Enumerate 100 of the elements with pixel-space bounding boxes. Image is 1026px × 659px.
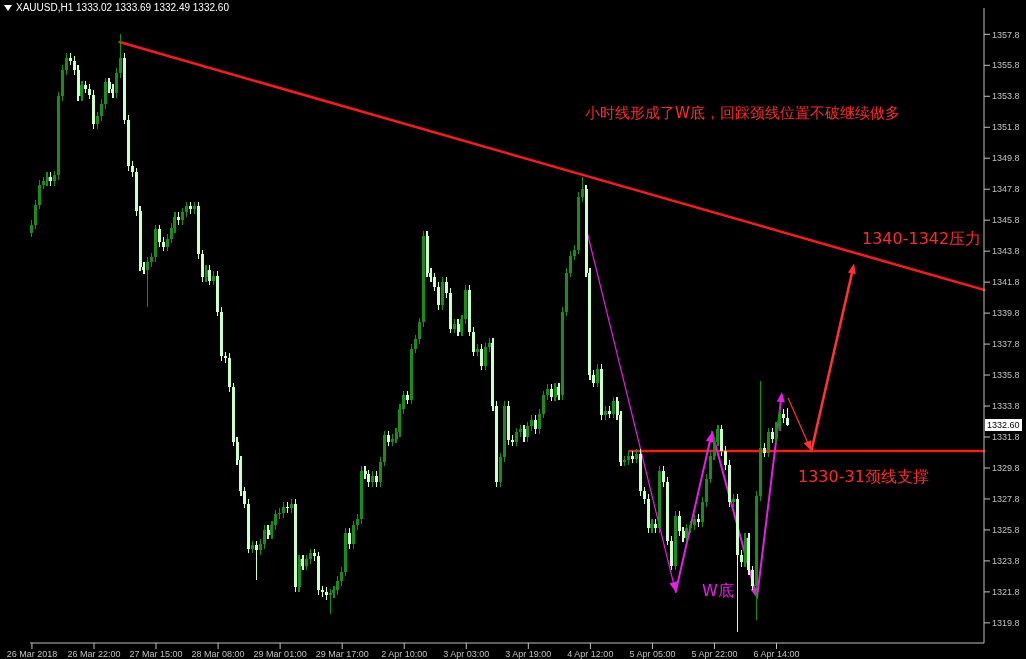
candlestick [115,67,119,99]
candlestick [456,318,460,337]
candlestick [177,211,181,226]
candlestick [518,424,522,438]
candlestick [328,588,332,615]
y-tick-label: 1329.8 [992,463,1020,474]
candlestick [611,396,615,420]
candlestick [685,523,689,543]
y-tick-label: 1339.8 [992,308,1020,319]
y-tick-label: 1353.8 [992,91,1020,102]
candlestick [262,524,266,550]
candlestick [204,264,208,283]
candlestick [348,527,351,550]
candlestick [61,64,65,102]
x-tick-label: 2 Apr 10:00 [381,649,428,659]
candlestick [766,427,770,458]
candlestick [534,414,538,435]
x-tick-label: 5 Apr 05:00 [629,649,676,659]
candlestick [433,272,437,293]
y-tick-label: 1323.8 [992,556,1020,567]
candlestick [146,256,150,308]
candlestick [417,317,421,345]
candlestick [662,465,666,488]
candlestick [596,363,600,389]
candlestick [30,219,33,238]
y-tick-label: 1331.8 [992,432,1020,443]
candlestick [786,407,790,427]
x-tick-label: 6 Apr 14:00 [753,649,800,659]
candlestick [700,496,704,528]
y-tick-label: 1325.8 [992,525,1020,536]
candlestick [720,424,724,457]
y-tick-label: 1347.8 [992,184,1020,195]
candlestick [704,473,708,508]
candlestick [557,382,561,401]
candlestick [514,427,518,447]
candlestick [99,98,103,122]
y-tick-label: 1355.8 [992,60,1020,71]
candlestick [189,201,192,215]
x-tick-label: 3 Apr 03:00 [443,649,490,659]
candlestick [351,520,355,550]
y-tick-label: 1333.8 [992,401,1020,412]
candlestick [475,343,479,358]
candlestick [254,540,258,581]
candlestick [266,524,270,540]
y-tick-label: 1345.8 [992,215,1020,226]
candlestick [208,264,212,286]
y-tick-label: 1351.8 [992,122,1020,133]
annotation: 小时线形成了W底，回踩颈线位置不破继续做多 [585,104,900,123]
candlestick [413,334,417,354]
x-tick-label: 3 Apr 19:00 [505,649,552,659]
x-tick-label: 29 Mar 01:00 [253,649,307,659]
annotation: 1332.60 [985,418,1022,431]
candlestick [724,445,728,471]
y-tick-label: 1341.8 [992,277,1020,288]
candlestick [379,456,383,488]
annotation: W底 [702,581,734,602]
candlestick [437,281,441,311]
candlestick [580,176,584,203]
y-tick-label: 1337.8 [992,339,1020,350]
candlestick [483,341,487,372]
x-tick-label: 26 Mar 2018 [6,649,58,659]
x-tick-label: 27 Mar 15:00 [129,649,183,659]
y-tick-label: 1327.8 [992,494,1020,505]
candlestick [569,250,573,279]
candlestick [526,420,530,443]
candlestick [697,513,701,528]
candlestick [80,80,84,102]
candlestick [33,199,37,231]
y-tick-label: 1349.8 [992,153,1020,164]
candlestick [666,476,669,547]
candlestick [37,179,41,210]
candlestick [472,326,476,358]
candlestick [157,224,161,248]
candlestick [522,424,526,443]
y-tick-label: 1319.8 [992,618,1020,629]
y-tick-label: 1335.8 [992,370,1020,381]
candlestick [444,276,448,299]
candlestick [119,33,123,79]
annotation: 1340-1342压力 [862,229,982,250]
x-tick-label: 26 Mar 22:00 [67,649,121,659]
y-tick-label: 1343.8 [992,246,1020,257]
x-tick-label: 4 Apr 12:00 [567,649,614,659]
y-tick-label: 1357.8 [992,29,1020,40]
candlestick [538,408,542,435]
candlestick [541,389,545,420]
candlestick [103,77,107,110]
candlestick [316,551,320,596]
candlestick [553,382,557,402]
x-tick-label: 29 Mar 17:00 [315,649,369,659]
x-tick-label: 28 Mar 08:00 [191,649,245,659]
y-tick-label: 1321.8 [992,587,1020,598]
candlestick [441,276,445,311]
candlestick [64,52,68,76]
x-tick-label: 5 Apr 22:00 [691,649,738,659]
annotation: 1330-31颈线支撑 [798,467,929,488]
chart-title: XAUUSD,H1 1333.02 1333.69 1332.49 1332.60 [16,2,229,13]
candlestick [507,400,510,446]
candlestick [479,343,483,372]
candlestick [367,468,371,488]
candlestick [336,575,340,596]
